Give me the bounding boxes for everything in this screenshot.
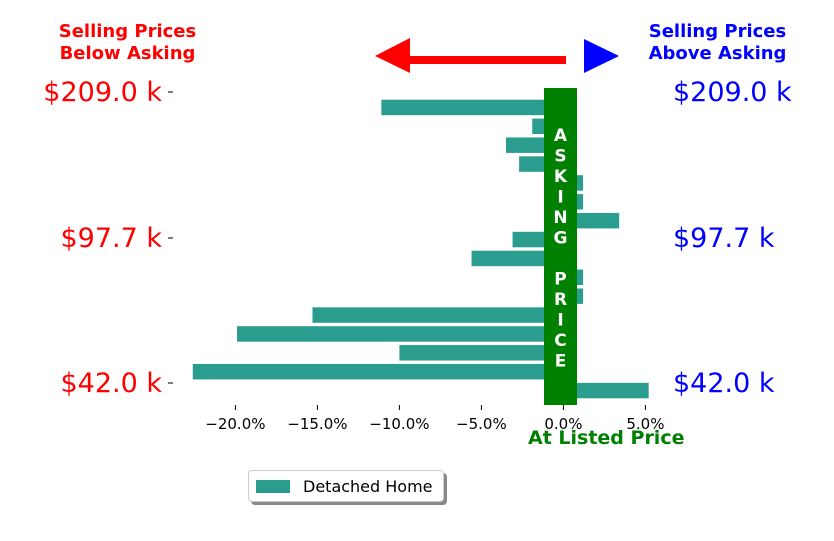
at-listed-price-label: At Listed Price bbox=[528, 427, 685, 449]
above-asking-line-1: Selling Prices bbox=[648, 21, 787, 42]
bar bbox=[381, 99, 564, 116]
below-asking-label: Selling Prices Below Asking bbox=[20, 21, 235, 65]
bar bbox=[192, 363, 564, 380]
asking-price-letter: S bbox=[554, 147, 566, 167]
legend-label: Detached Home bbox=[303, 476, 433, 496]
x-tick-label: −10.0% bbox=[369, 415, 429, 433]
above-asking-label: Selling Prices Above Asking bbox=[610, 21, 825, 65]
x-tick-label: −20.0% bbox=[205, 415, 265, 433]
price-left-top: $209.0 k bbox=[43, 77, 162, 108]
asking-price-letter: I bbox=[557, 188, 563, 208]
price-left-middle: $97.7 k bbox=[60, 223, 162, 254]
asking-price-letter: K bbox=[554, 167, 568, 187]
x-tick-label: 5.0% bbox=[626, 415, 664, 433]
below-asking-line-1: Selling Prices bbox=[58, 21, 197, 42]
price-right-top: $209.0 k bbox=[673, 77, 792, 108]
asking-price-band bbox=[544, 88, 577, 405]
legend: Detached Home bbox=[248, 470, 444, 502]
x-tick-label: −15.0% bbox=[287, 415, 347, 433]
asking-price-letter: P bbox=[554, 270, 566, 290]
price-left-bottom: $42.0 k bbox=[60, 368, 162, 399]
asking-price-letter: G bbox=[554, 229, 568, 249]
bar bbox=[312, 307, 564, 323]
x-tick-label: −5.0% bbox=[456, 415, 507, 433]
bar bbox=[237, 326, 564, 342]
asking-price-letter: R bbox=[554, 290, 567, 310]
price-right-middle: $97.7 k bbox=[673, 223, 775, 254]
x-axis: −20.0% −15.0% −10.0% −5.0% 0.0% 5.0% bbox=[205, 405, 664, 433]
asking-price-letter: C bbox=[554, 331, 566, 351]
left-arrow-head-icon bbox=[375, 38, 410, 73]
left-arrow-icon bbox=[410, 56, 566, 64]
price-right-bottom: $42.0 k bbox=[673, 368, 775, 399]
above-asking-line-2: Above Asking bbox=[648, 43, 787, 64]
asking-price-letter: N bbox=[553, 208, 567, 228]
left-ticks bbox=[168, 91, 173, 384]
asking-price-letter: A bbox=[554, 126, 568, 146]
bar-series bbox=[192, 99, 649, 399]
bar bbox=[563, 382, 649, 399]
asking-price-letter: I bbox=[557, 311, 563, 331]
bar bbox=[399, 345, 564, 361]
legend-swatch bbox=[256, 479, 290, 493]
asking-price-letter: E bbox=[555, 352, 567, 372]
bar bbox=[471, 250, 564, 267]
bar bbox=[563, 212, 620, 229]
right-arrow-icon bbox=[584, 39, 619, 73]
x-tick-label: 0.0% bbox=[544, 415, 582, 433]
below-asking-line-2: Below Asking bbox=[59, 43, 196, 64]
